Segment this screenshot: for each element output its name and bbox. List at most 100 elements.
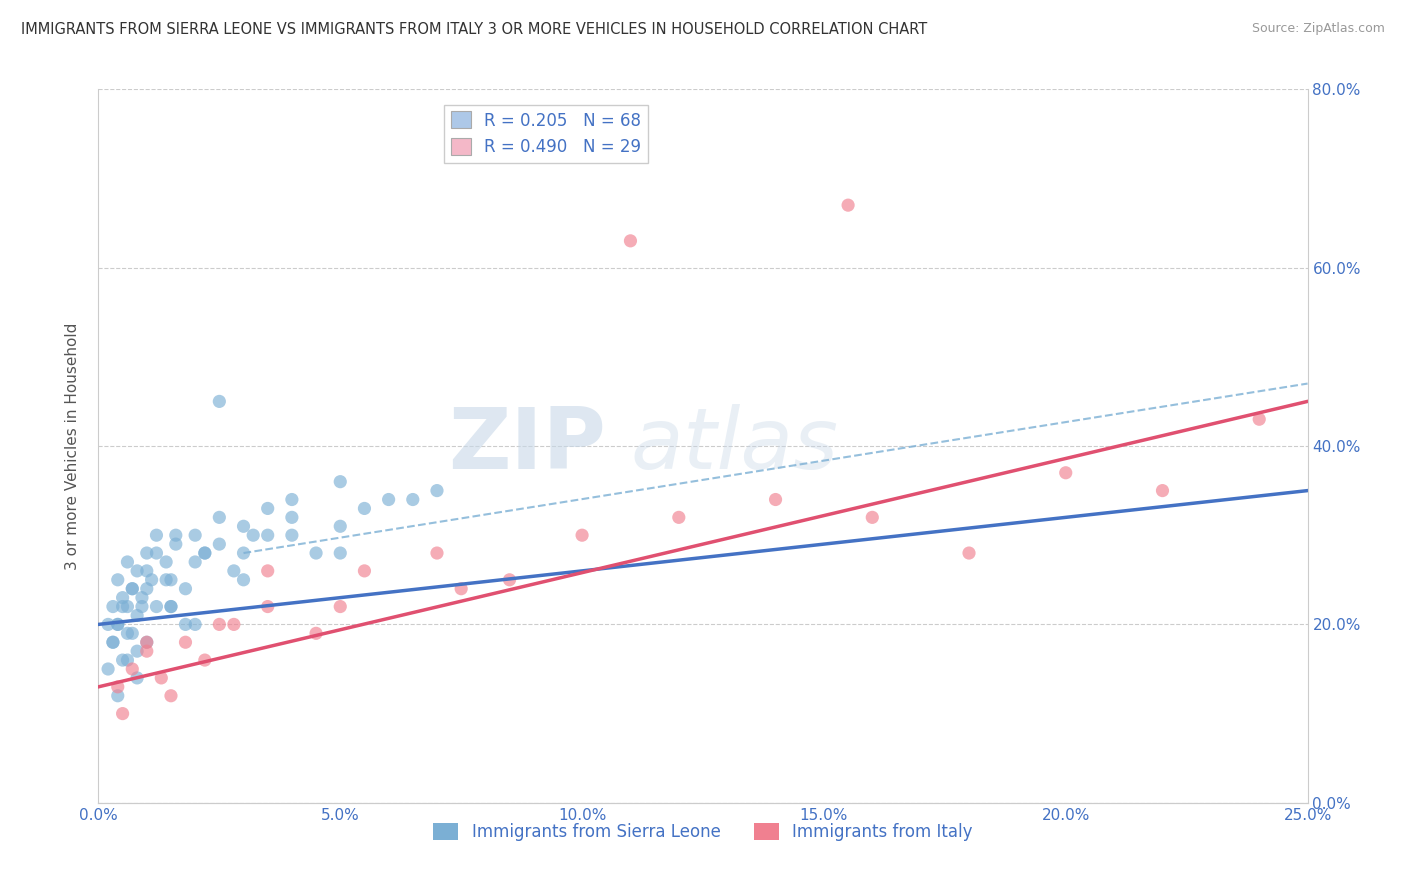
Point xyxy=(165,537,187,551)
Point xyxy=(765,492,787,507)
Point xyxy=(145,528,167,542)
Point xyxy=(121,582,143,596)
Point xyxy=(127,608,149,623)
Text: ZIP: ZIP xyxy=(449,404,606,488)
Point xyxy=(135,546,157,560)
Point xyxy=(121,662,143,676)
Point xyxy=(208,617,231,632)
Point xyxy=(131,599,153,614)
Point xyxy=(256,599,278,614)
Point xyxy=(111,706,134,721)
Point xyxy=(426,546,449,560)
Point xyxy=(619,234,641,248)
Point xyxy=(498,573,520,587)
Point xyxy=(194,653,217,667)
Point xyxy=(256,564,278,578)
Point xyxy=(135,635,157,649)
Point xyxy=(1152,483,1174,498)
Point xyxy=(281,492,304,507)
Point xyxy=(402,492,425,507)
Point xyxy=(107,573,129,587)
Point xyxy=(117,626,139,640)
Point xyxy=(121,582,143,596)
Point xyxy=(957,546,980,560)
Point xyxy=(232,546,254,560)
Point xyxy=(107,680,129,694)
Text: IMMIGRANTS FROM SIERRA LEONE VS IMMIGRANTS FROM ITALY 3 OR MORE VEHICLES IN HOUS: IMMIGRANTS FROM SIERRA LEONE VS IMMIGRAN… xyxy=(21,22,928,37)
Point xyxy=(222,617,245,632)
Point xyxy=(256,528,278,542)
Point xyxy=(117,555,139,569)
Point xyxy=(222,564,245,578)
Point xyxy=(329,546,352,560)
Point xyxy=(353,501,375,516)
Point xyxy=(305,546,328,560)
Point xyxy=(160,599,183,614)
Point xyxy=(150,671,173,685)
Point xyxy=(117,599,139,614)
Point xyxy=(145,599,167,614)
Point xyxy=(111,591,134,605)
Point xyxy=(329,599,352,614)
Point xyxy=(353,564,375,578)
Point xyxy=(305,626,328,640)
Point xyxy=(208,394,231,409)
Point xyxy=(131,591,153,605)
Point xyxy=(232,573,254,587)
Point xyxy=(111,599,134,614)
Point xyxy=(329,519,352,533)
Point xyxy=(184,617,207,632)
Point xyxy=(281,510,304,524)
Point xyxy=(97,617,120,632)
Point xyxy=(135,644,157,658)
Point xyxy=(184,528,207,542)
Point xyxy=(1249,412,1271,426)
Point xyxy=(107,689,129,703)
Text: Source: ZipAtlas.com: Source: ZipAtlas.com xyxy=(1251,22,1385,36)
Point xyxy=(281,528,304,542)
Point xyxy=(426,483,449,498)
Point xyxy=(107,617,129,632)
Point xyxy=(127,644,149,658)
Point xyxy=(141,573,163,587)
Point xyxy=(101,635,124,649)
Point xyxy=(107,617,129,632)
Point xyxy=(135,635,157,649)
Point xyxy=(1054,466,1077,480)
Point xyxy=(256,501,278,516)
Point xyxy=(837,198,859,212)
Point xyxy=(571,528,593,542)
Legend: Immigrants from Sierra Leone, Immigrants from Italy: Immigrants from Sierra Leone, Immigrants… xyxy=(426,816,980,848)
Point xyxy=(668,510,690,524)
Point xyxy=(121,626,143,640)
Point xyxy=(111,653,134,667)
Y-axis label: 3 or more Vehicles in Household: 3 or more Vehicles in Household xyxy=(65,322,80,570)
Point xyxy=(127,564,149,578)
Point xyxy=(101,635,124,649)
Text: atlas: atlas xyxy=(630,404,838,488)
Point xyxy=(135,582,157,596)
Point xyxy=(194,546,217,560)
Point xyxy=(174,617,197,632)
Point xyxy=(145,546,167,560)
Point xyxy=(329,475,352,489)
Point xyxy=(174,635,197,649)
Point xyxy=(174,582,197,596)
Point xyxy=(155,573,177,587)
Point xyxy=(160,573,183,587)
Point xyxy=(160,689,183,703)
Point xyxy=(135,564,157,578)
Point xyxy=(165,528,187,542)
Point xyxy=(242,528,264,542)
Point xyxy=(160,599,183,614)
Point xyxy=(450,582,472,596)
Point xyxy=(194,546,217,560)
Point xyxy=(101,599,124,614)
Point xyxy=(232,519,254,533)
Point xyxy=(208,537,231,551)
Point xyxy=(184,555,207,569)
Point xyxy=(860,510,883,524)
Point xyxy=(377,492,399,507)
Point xyxy=(127,671,149,685)
Point xyxy=(155,555,177,569)
